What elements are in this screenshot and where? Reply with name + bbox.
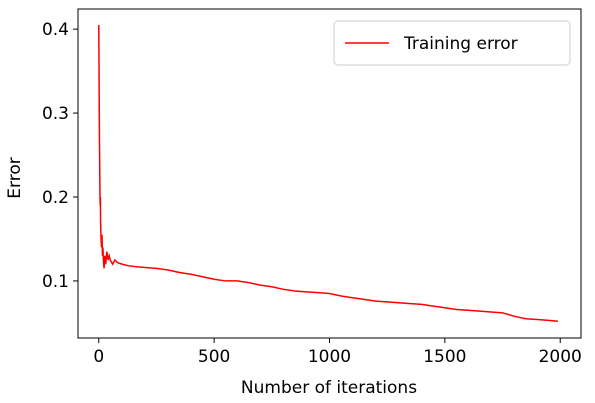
x-tick-label: 500 xyxy=(198,347,230,367)
y-tick-label: 0.2 xyxy=(42,188,69,208)
x-tick-label: 1500 xyxy=(423,347,466,367)
y-tick-label: 0.1 xyxy=(42,272,69,292)
y-axis-label: Error xyxy=(5,157,25,198)
x-axis: 0 500 1000 1500 2000 xyxy=(93,338,582,367)
training-error-line xyxy=(98,24,558,322)
y-tick-label: 0.3 xyxy=(42,104,69,124)
legend-label-training-error: Training error xyxy=(403,34,518,54)
legend-box xyxy=(333,20,571,66)
x-tick-label: 2000 xyxy=(539,347,582,367)
legend: Training error xyxy=(333,20,571,66)
y-tick-label: 0.4 xyxy=(42,20,69,40)
x-tick-label: 1000 xyxy=(308,347,351,367)
x-tick-label: 0 xyxy=(93,347,104,367)
x-axis-label: Number of iterations xyxy=(241,378,417,398)
y-axis: 0.1 0.2 0.3 0.4 xyxy=(42,20,78,292)
